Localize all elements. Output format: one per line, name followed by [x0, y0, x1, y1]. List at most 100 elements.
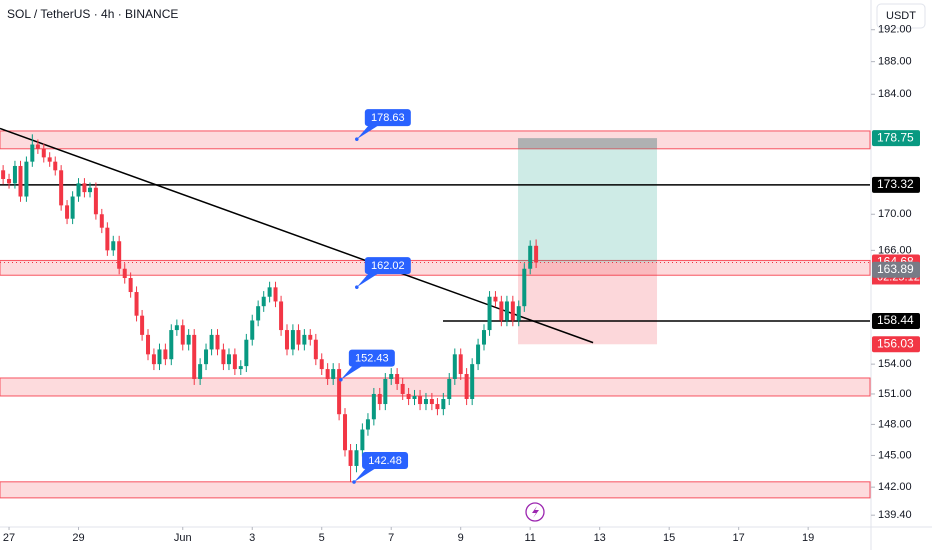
candle-body — [24, 161, 29, 197]
candle-body — [146, 334, 151, 355]
x-tick-label: Jun — [174, 532, 192, 544]
x-tick-label: 29 — [72, 532, 84, 544]
callout-dot — [355, 137, 359, 141]
candle-body — [510, 301, 515, 321]
position-target — [518, 138, 658, 149]
candle-body — [256, 306, 261, 321]
level-price-tag-label: 158.44 — [877, 313, 914, 327]
candle-body — [93, 187, 98, 215]
callout-label: 142.48 — [368, 455, 402, 467]
price-tag — [872, 261, 920, 278]
candle-body — [435, 404, 440, 410]
candle-body — [267, 287, 272, 297]
candle-body — [493, 296, 498, 302]
candle-body — [128, 278, 133, 293]
candle-body — [418, 395, 423, 405]
candle-body — [447, 378, 452, 400]
candle-body — [348, 450, 353, 466]
currency-button[interactable] — [876, 3, 926, 29]
level-price-tag — [872, 176, 920, 193]
candle-body — [458, 354, 463, 375]
candle-body — [30, 144, 35, 162]
x-tick-label: 9 — [458, 532, 464, 544]
candle-body — [487, 296, 492, 331]
y-tick-label: 142.00 — [878, 481, 912, 493]
candle-body — [395, 374, 400, 384]
callout-pointer — [340, 365, 363, 380]
callout-box — [362, 452, 409, 470]
callout-dot — [355, 285, 359, 289]
y-tick-label: 170.00 — [878, 208, 912, 220]
candle-body — [53, 161, 58, 171]
candle-body — [389, 374, 394, 379]
candle-body — [238, 366, 243, 370]
callout-pointer — [356, 273, 379, 288]
candle-body — [377, 393, 382, 405]
candle-body — [198, 364, 203, 379]
candle-body — [273, 287, 278, 302]
x-tick-label: 11 — [524, 532, 535, 544]
candle-body — [59, 170, 64, 206]
y-tick-label: 154.00 — [878, 358, 912, 370]
candle-body — [284, 330, 289, 350]
callout-label: 152.43 — [355, 353, 389, 365]
y-tick-label: 151.00 — [878, 388, 912, 400]
candle-body — [452, 354, 457, 379]
callout-box — [364, 109, 411, 127]
candle-body — [122, 268, 127, 279]
candle-body — [12, 165, 17, 184]
candle-body — [400, 383, 405, 394]
price-tag — [872, 130, 920, 147]
x-tick-label: 5 — [319, 532, 325, 544]
candle-body — [140, 315, 145, 335]
candle-body — [192, 334, 197, 379]
supply-demand-zone — [0, 481, 871, 499]
position-profit — [518, 138, 658, 263]
x-tick-label: 7 — [388, 532, 394, 544]
candle-body — [406, 393, 411, 400]
candle-body — [313, 339, 318, 360]
supply-demand-zone — [0, 259, 871, 276]
supply-demand-zone — [0, 377, 871, 397]
candle-body — [337, 369, 342, 415]
candle-body — [429, 399, 434, 405]
callout-box — [364, 257, 411, 275]
candle-body — [180, 325, 185, 345]
position-loss — [518, 262, 658, 345]
candle-body — [365, 419, 370, 430]
candle-body — [476, 344, 481, 365]
candle-body — [423, 399, 428, 405]
event-icon-bolt — [532, 506, 539, 518]
candle-body — [412, 395, 417, 400]
event-icon[interactable] — [525, 502, 545, 522]
currency-label[interactable]: USDT — [886, 10, 916, 22]
candle-body — [319, 359, 324, 370]
x-tick-label: 27 — [3, 532, 15, 544]
y-tick-label: 145.00 — [878, 449, 912, 461]
callout-label: 162.02 — [371, 260, 405, 272]
candle-body — [70, 196, 75, 219]
candle-body — [441, 399, 446, 410]
candle-body — [157, 349, 162, 365]
candle-body — [221, 349, 226, 365]
candle-body — [481, 330, 486, 345]
candle-body — [383, 378, 388, 405]
candle-body — [261, 296, 266, 307]
candle-body — [134, 292, 139, 316]
price-tag-label: 163.89 — [877, 262, 914, 276]
candle-body — [302, 334, 307, 345]
callout-box — [348, 349, 395, 367]
candle-body — [250, 320, 255, 340]
y-tick-label: 166.00 — [878, 244, 912, 256]
candle-body — [76, 183, 81, 197]
candle-body — [117, 241, 122, 269]
x-tick-label: 17 — [733, 532, 745, 544]
candle-body — [464, 374, 469, 400]
candle-body — [105, 227, 110, 251]
candle-body — [99, 214, 104, 228]
candle-body — [343, 414, 348, 451]
candle-body — [290, 330, 295, 350]
callout-pointer — [354, 468, 377, 483]
candle-body — [504, 301, 509, 321]
x-tick-label: 19 — [802, 532, 814, 544]
